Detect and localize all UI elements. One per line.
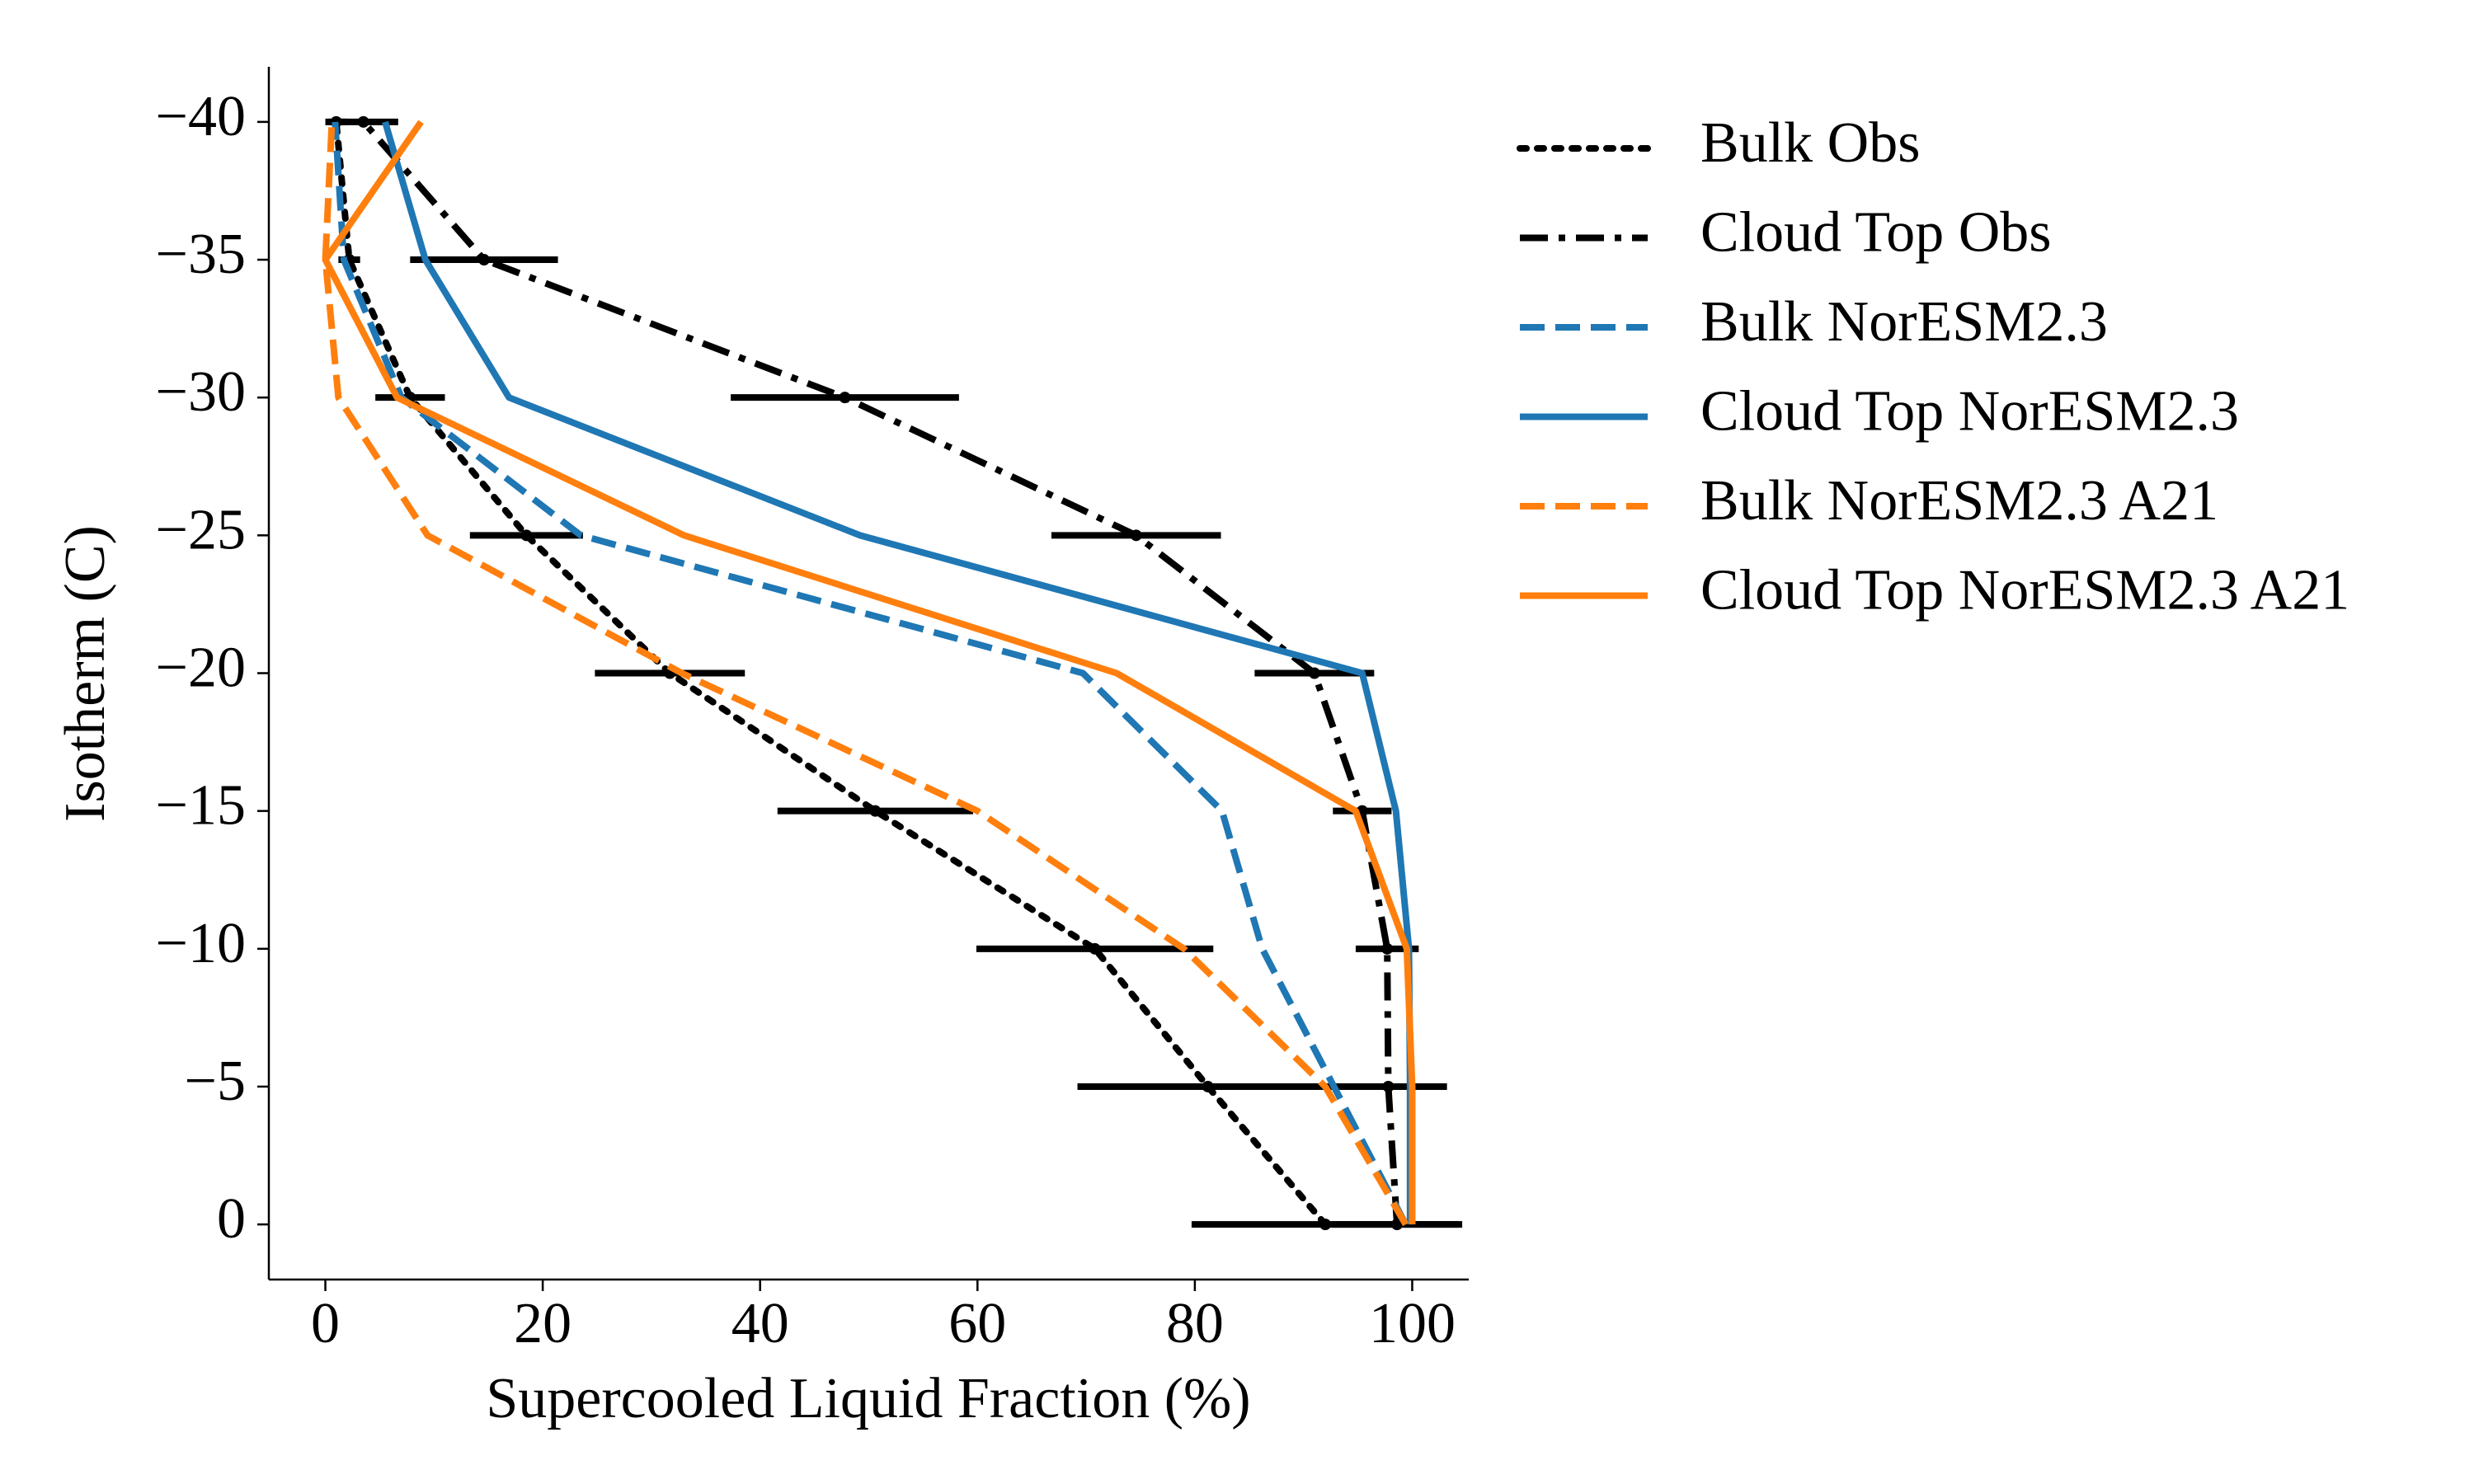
point (1381, 942, 1394, 955)
x-tick-label: 40 (731, 1292, 789, 1355)
point (1308, 667, 1320, 679)
y-tick-label: −40 (156, 85, 246, 148)
legend-label: Cloud Top Obs (1700, 201, 2052, 265)
point (477, 254, 490, 266)
point (869, 805, 882, 817)
y-tick-label: −10 (156, 912, 246, 975)
point (520, 529, 533, 542)
y-tick-label: 0 (217, 1187, 246, 1251)
point (839, 392, 851, 404)
series-line (360, 120, 1401, 1225)
y-axis-label: Isotherm (C) (54, 525, 117, 822)
y-tick-label: −20 (156, 636, 246, 700)
point (357, 115, 369, 128)
point (1382, 1080, 1395, 1092)
point (1130, 529, 1142, 542)
legend-label: Bulk NorESM2.3 A21 (1700, 469, 2218, 533)
series-line (322, 120, 1416, 1225)
x-tick-label: 80 (1166, 1292, 1224, 1355)
x-axis-label: Supercooled Liquid Fraction (%) (486, 1367, 1250, 1430)
x-tick-label: 100 (1369, 1292, 1456, 1355)
legend-label: Cloud Top NorESM2.3 A21 (1700, 559, 2349, 622)
x-tick-label: 0 (311, 1292, 340, 1355)
legend-label: Cloud Top NorESM2.3 (1700, 380, 2239, 444)
legend-label: Bulk Obs (1700, 111, 1920, 175)
series-line (332, 118, 1329, 1228)
y-tick-label: −30 (156, 360, 246, 424)
y-tick-label: −35 (156, 223, 246, 286)
y-tick-label: −15 (156, 774, 246, 838)
legend-label: Bulk NorESM2.3 (1700, 290, 2108, 354)
point (1089, 942, 1101, 955)
point (1391, 1219, 1404, 1231)
series-line (332, 121, 1409, 1226)
point (1202, 1080, 1214, 1092)
series-line (322, 121, 1409, 1227)
y-tick-label: −25 (156, 498, 246, 561)
x-tick-label: 60 (948, 1292, 1006, 1355)
point (1319, 1219, 1332, 1231)
x-tick-label: 20 (514, 1292, 571, 1355)
y-tick-label: −5 (185, 1050, 246, 1113)
